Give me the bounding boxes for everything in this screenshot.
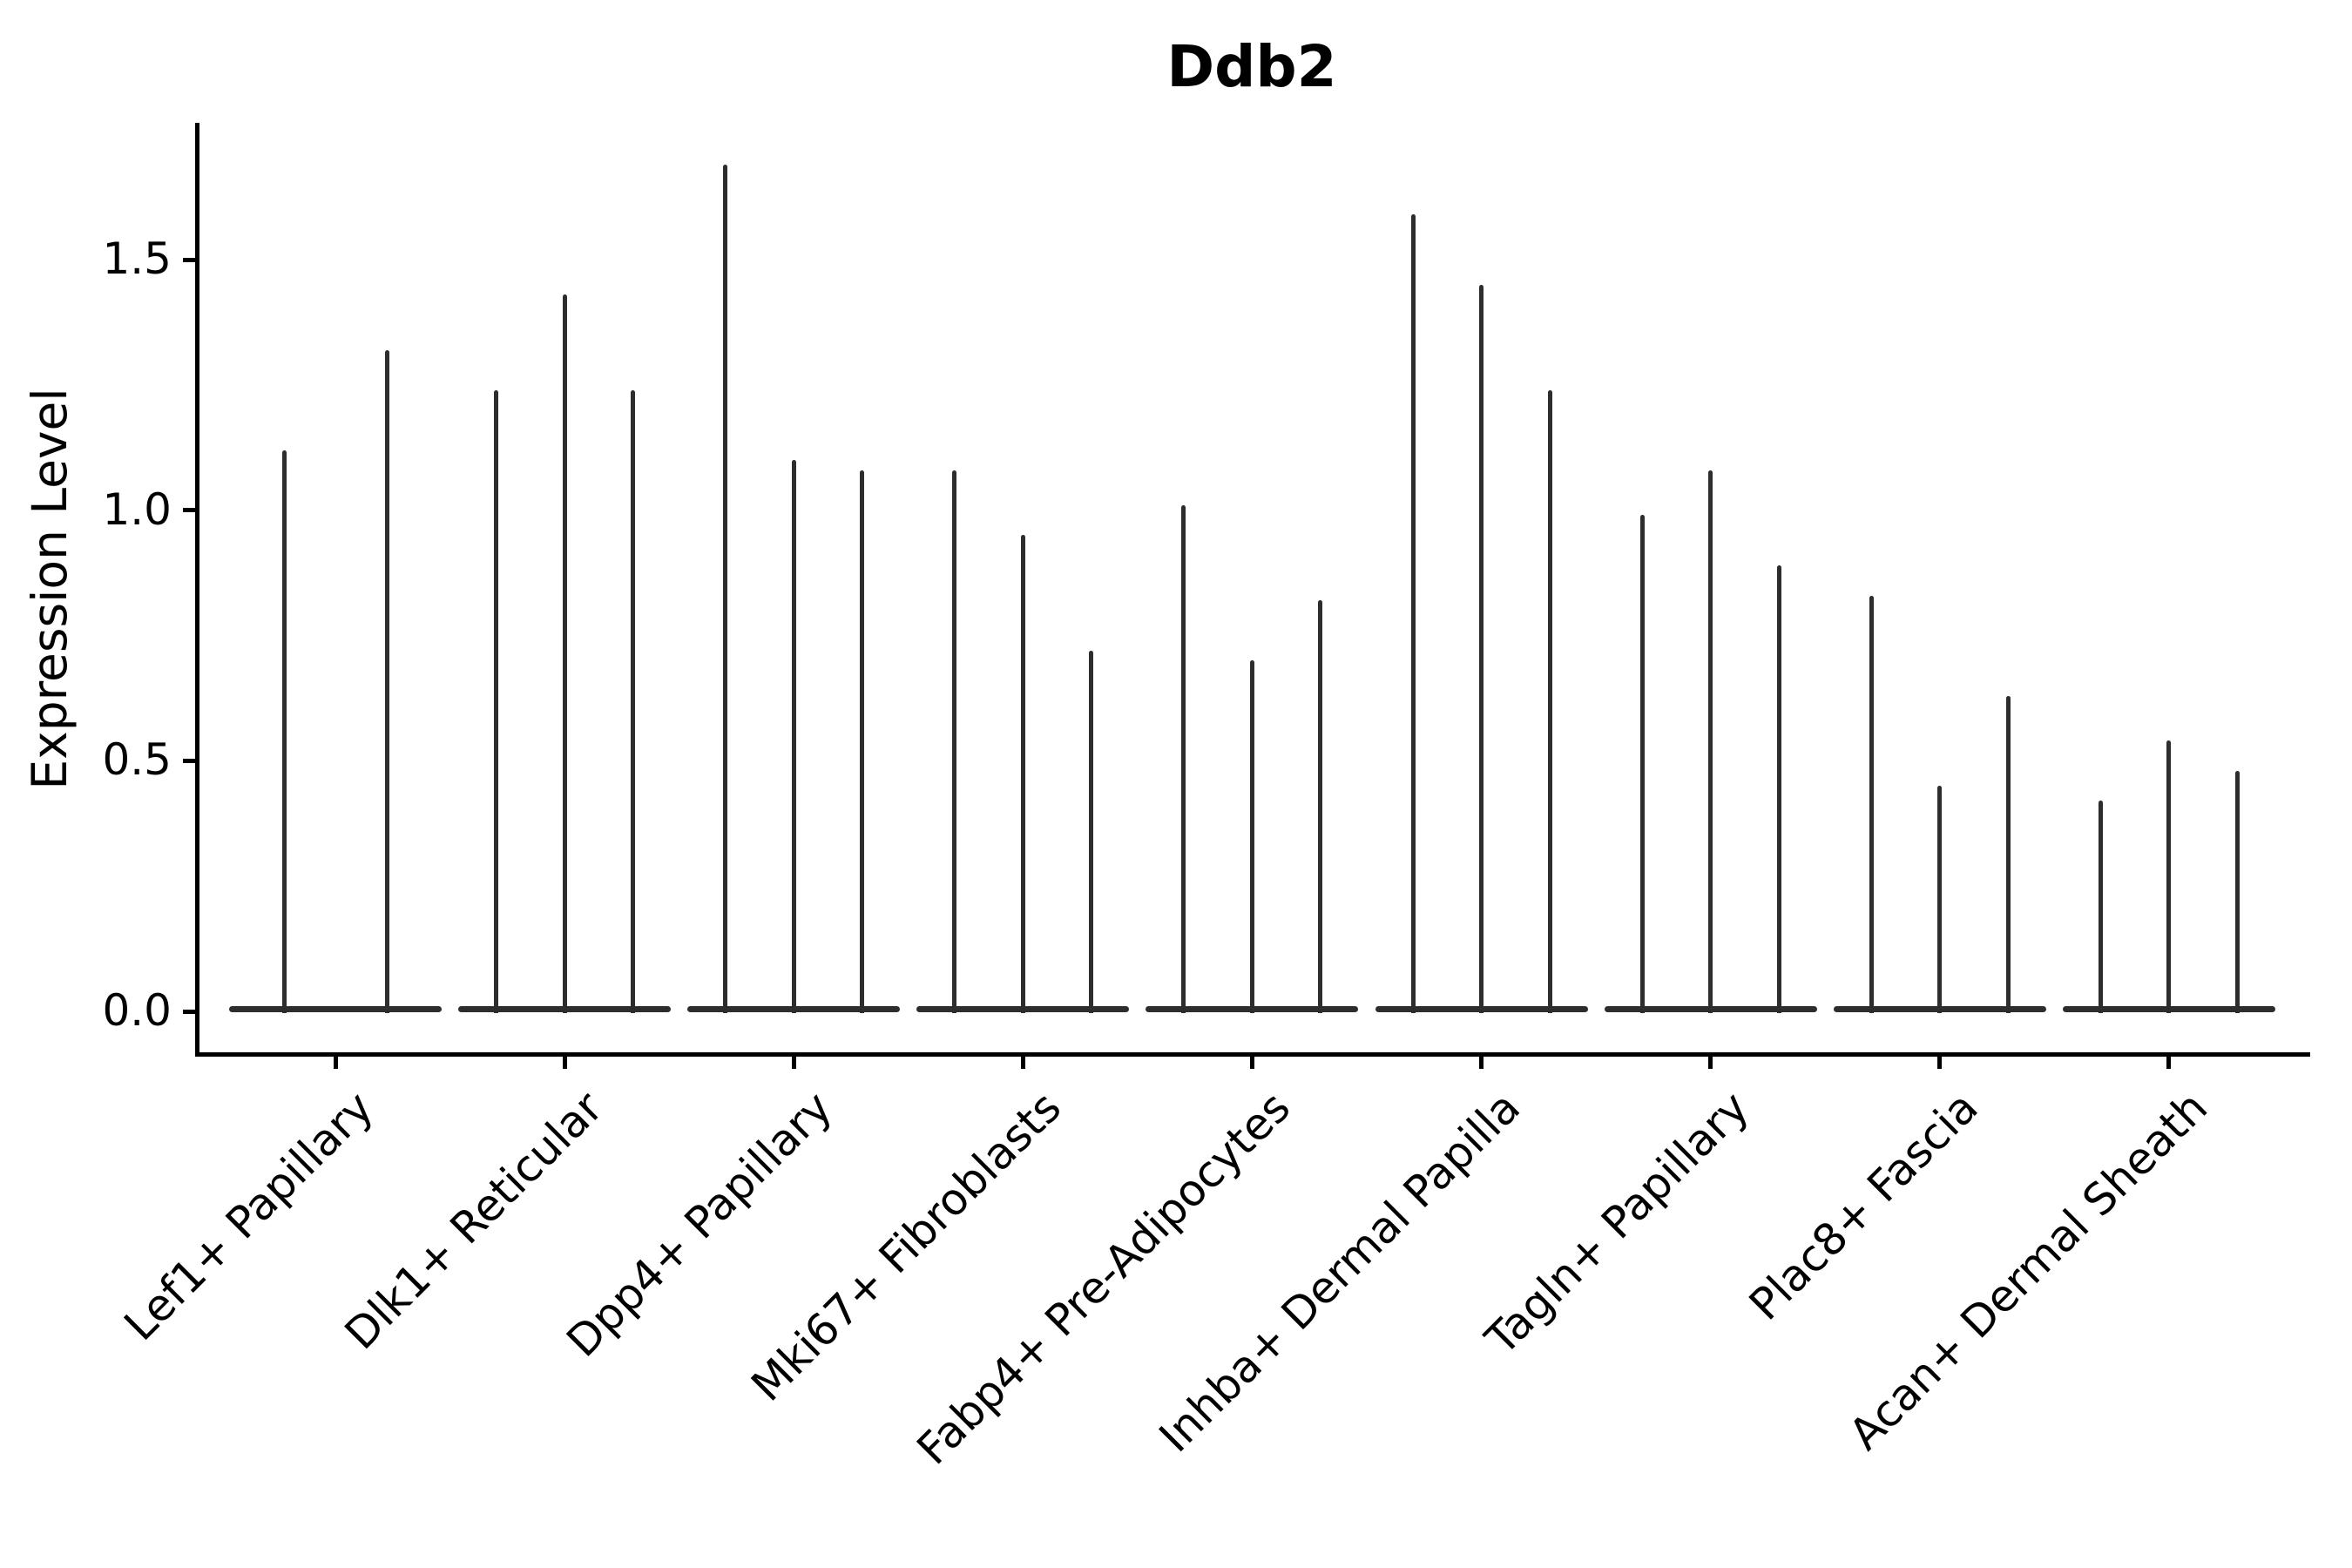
violin — [723, 164, 728, 1013]
violin — [952, 470, 957, 1013]
y-tick-mark — [183, 257, 197, 262]
y-axis-spine — [195, 123, 199, 1057]
y-tick-mark — [183, 508, 197, 513]
y-axis-label: Expression Level — [22, 388, 78, 790]
x-tick-mark — [1937, 1054, 1943, 1069]
x-tick-mark — [333, 1054, 338, 1069]
x-tick-mark — [1020, 1054, 1025, 1069]
violin — [2234, 770, 2240, 1013]
x-tick-label: Fabp4+ Pre-Adipocytes — [907, 1082, 1301, 1475]
violin-base — [229, 1006, 442, 1012]
x-tick-label: Plac8+ Fascia — [1739, 1082, 1988, 1330]
violin — [791, 460, 796, 1013]
violin — [384, 349, 389, 1013]
violin — [1318, 600, 1323, 1013]
x-tick-label: Lef1+ Papillary — [114, 1082, 384, 1351]
y-tick-label: 1.0 — [102, 483, 172, 535]
violin — [494, 389, 499, 1013]
violin — [2005, 695, 2011, 1013]
violin — [1020, 535, 1025, 1013]
violin — [1639, 515, 1645, 1013]
x-tick-mark — [1249, 1054, 1254, 1069]
violin — [1776, 564, 1781, 1013]
x-tick-mark — [791, 1054, 796, 1069]
violin — [2098, 801, 2103, 1013]
y-tick-mark — [183, 758, 197, 763]
y-tick-label: 0.5 — [102, 734, 172, 786]
violin — [281, 449, 287, 1013]
violin — [1937, 786, 1943, 1013]
violin — [1708, 470, 1713, 1013]
y-tick-label: 1.5 — [102, 233, 172, 284]
x-tick-mark — [562, 1054, 567, 1069]
violin — [1547, 389, 1552, 1013]
x-tick-mark — [1708, 1054, 1713, 1069]
violin — [1410, 214, 1416, 1013]
violin — [2166, 740, 2172, 1013]
violin — [1249, 660, 1254, 1013]
violin — [1479, 284, 1484, 1013]
violin — [1181, 504, 1186, 1013]
violin — [562, 294, 567, 1013]
violin — [1089, 650, 1094, 1013]
x-tick-mark — [1479, 1054, 1484, 1069]
y-tick-mark — [183, 1009, 197, 1014]
violin — [631, 389, 636, 1013]
x-tick-mark — [2166, 1054, 2172, 1069]
plot-title: Ddb2 — [1166, 33, 1337, 100]
y-tick-label: 0.0 — [102, 984, 172, 1036]
violin — [860, 470, 865, 1013]
violin — [1869, 595, 1874, 1013]
